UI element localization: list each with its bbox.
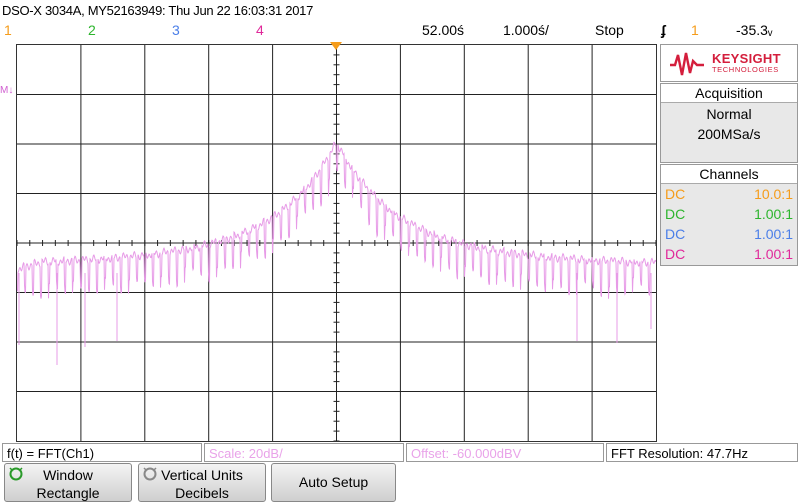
channel-4-probe: 1.00:1 — [754, 246, 793, 262]
channel-row-2[interactable]: DC 1.00:1 — [665, 204, 793, 224]
channel-2-probe: 1.00:1 — [754, 206, 793, 222]
auto-setup-label: Auto Setup — [298, 474, 369, 490]
channel-1-coupling: DC — [665, 186, 686, 202]
window-softkey[interactable]: Window Rectangle — [4, 463, 132, 502]
entry-knob-icon — [143, 467, 157, 481]
brand-subtitle: TECHNOLOGIES — [712, 65, 779, 74]
math-offset-field[interactable]: Offset: -60.000dBV — [406, 443, 604, 462]
channel-2-coupling: DC — [665, 206, 686, 222]
acquisition-rate: 200MSa/s — [697, 126, 761, 142]
window-softkey-title: Window — [43, 467, 93, 483]
math-scale-field[interactable]: Scale: 20dB/ — [204, 443, 404, 462]
channel-2-label[interactable]: 2 — [88, 22, 96, 38]
window-softkey-value: Rectangle — [36, 485, 100, 501]
channel-1-label[interactable]: 1 — [4, 22, 12, 38]
channel-1-probe: 10.0:1 — [754, 186, 793, 202]
vertical-units-softkey[interactable]: Vertical Units Decibels — [138, 463, 266, 502]
keysight-logo-icon — [670, 52, 704, 76]
acquisition-panel[interactable]: Acquisition Normal 200MSa/s — [660, 83, 798, 163]
channel-row-1[interactable]: DC 10.0:1 — [665, 184, 793, 204]
channels-panel[interactable]: Channels DC 10.0:1 DC 1.00:1 DC 1.00:1 D… — [660, 164, 798, 266]
channel-row-3[interactable]: DC 1.00:1 — [665, 224, 793, 244]
trigger-edge-icon: ʄ — [661, 22, 666, 38]
channel-4-coupling: DC — [665, 246, 686, 262]
fft-trace — [16, 141, 657, 299]
vertical-units-softkey-title: Vertical Units — [161, 467, 243, 483]
fft-resolution-field: FFT Resolution: 47.7Hz — [606, 443, 798, 462]
trigger-channel: 1 — [691, 22, 699, 38]
brand-name: KEYSIGHT — [712, 51, 781, 66]
vertical-units-softkey-value: Decibels — [175, 485, 229, 501]
trigger-level[interactable]: -35.3ᵥ — [736, 22, 773, 38]
graticule — [16, 44, 657, 442]
channel-4-label[interactable]: 4 — [256, 22, 264, 38]
math-ground-marker: M↓ — [0, 85, 14, 96]
channels-header: Channels — [661, 165, 797, 184]
entry-knob-icon — [9, 467, 23, 481]
time-per-div-value[interactable]: 1.000ś/ — [503, 22, 549, 38]
window-title: DSO-X 3034A, MY52163949: Thu Jun 22 16:0… — [2, 3, 314, 18]
waveform-display[interactable] — [16, 44, 657, 442]
run-state: Stop — [595, 22, 624, 38]
channel-3-probe: 1.00:1 — [754, 226, 793, 242]
auto-setup-softkey[interactable]: Auto Setup — [271, 463, 396, 502]
math-function-field[interactable]: f(t) = FFT(Ch1) — [2, 443, 202, 462]
acquisition-header: Acquisition — [661, 84, 797, 103]
acquisition-mode: Normal — [706, 106, 752, 122]
trigger-position-marker[interactable] — [330, 42, 342, 50]
channel-row-4[interactable]: DC 1.00:1 — [665, 244, 793, 264]
logo-box — [660, 44, 798, 82]
channel-3-coupling: DC — [665, 226, 686, 242]
channel-3-label[interactable]: 3 — [172, 22, 180, 38]
delay-value[interactable]: 52.00ś — [422, 22, 465, 38]
